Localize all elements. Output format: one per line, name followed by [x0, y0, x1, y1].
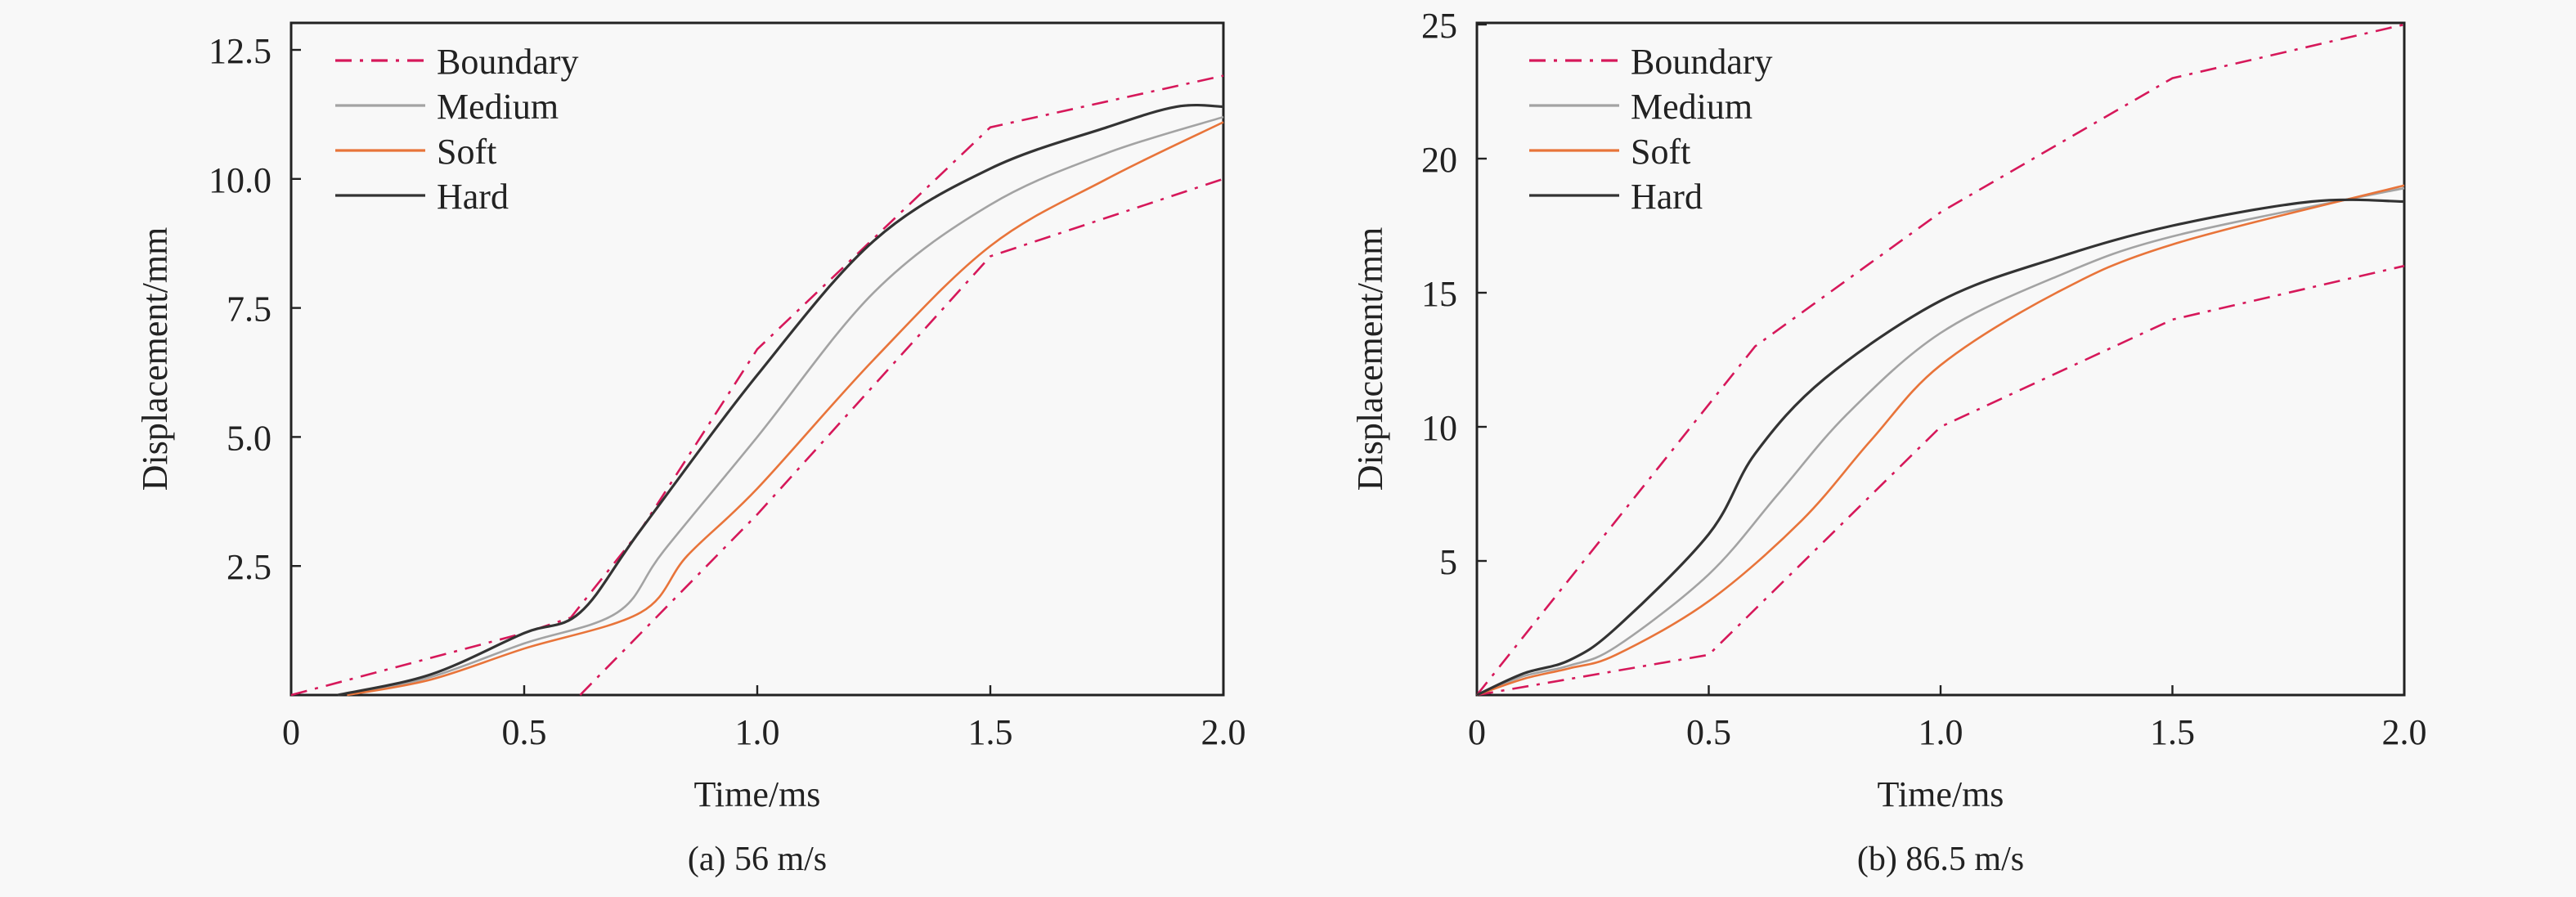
legend-label-boundary: Boundary — [1631, 42, 1773, 82]
series-line-boundary-lower — [579, 177, 1224, 696]
series-line-hard — [1476, 198, 2405, 697]
y-tick-label: 2.5 — [227, 547, 272, 587]
y-tick-label: 12.5 — [209, 31, 272, 71]
y-tick-label: 20 — [1421, 140, 1457, 180]
legend-label-medium: Medium — [437, 87, 559, 127]
y-tick-label: 5.0 — [227, 418, 272, 458]
x-tick-label: 2.0 — [2382, 712, 2427, 752]
x-tick-label: 1.5 — [968, 712, 1013, 752]
chart-a: 0 0.5 1.0 1.5 2.0 2.5 5.0 7.5 10.0 12.5 Time/ms Dis… — [135, 21, 1246, 878]
x-tick-label: 1.5 — [2150, 712, 2195, 752]
x-tick-label: 0.5 — [502, 712, 547, 752]
chart-caption: (b) 86.5 m/s — [1857, 841, 2024, 878]
y-tick-label: 10.0 — [209, 160, 272, 200]
x-tick-label: 1.0 — [735, 712, 780, 752]
x-tick-label: 0 — [282, 712, 300, 752]
series-line-soft — [1476, 184, 2405, 697]
x-tick-label: 2.0 — [1201, 712, 1246, 752]
y-axis-label: Displacement/mm — [1350, 227, 1390, 491]
series-line-boundary-upper — [1475, 23, 2405, 696]
series-line-medium — [347, 115, 1224, 697]
chart-b: 0 0.5 1.0 1.5 2.0 5 10 15 20 25 Time/ms Displacemen… — [1350, 6, 2427, 878]
legend-label-hard: Hard — [1631, 177, 1703, 217]
series-line-hard — [337, 103, 1224, 697]
x-tick-label: 1.0 — [1919, 712, 1963, 752]
x-tick-label: 0.5 — [1686, 712, 1731, 752]
x-axis-label: Time/ms — [1878, 774, 2004, 814]
legend-label-hard: Hard — [437, 177, 509, 217]
series-line-medium — [1476, 186, 2405, 697]
y-tick-label: 7.5 — [227, 289, 272, 330]
chart-caption: (a) 56 m/s — [688, 841, 827, 878]
y-tick-label: 15 — [1421, 274, 1457, 314]
series-line-boundary-lower — [1476, 264, 2405, 697]
legend-label-soft: Soft — [437, 132, 496, 172]
legend-label-medium: Medium — [1631, 87, 1752, 127]
x-axis-label: Time/ms — [694, 774, 821, 814]
x-tick-label: 0 — [1468, 712, 1486, 752]
legend-label-soft: Soft — [1631, 132, 1690, 172]
y-tick-label: 25 — [1421, 6, 1457, 46]
y-tick-label: 10 — [1421, 408, 1457, 448]
y-tick-label: 5 — [1439, 542, 1457, 582]
y-axis-label: Displacement/mm — [135, 227, 175, 491]
series-line-soft — [347, 121, 1224, 697]
legend-label-boundary: Boundary — [437, 42, 579, 82]
